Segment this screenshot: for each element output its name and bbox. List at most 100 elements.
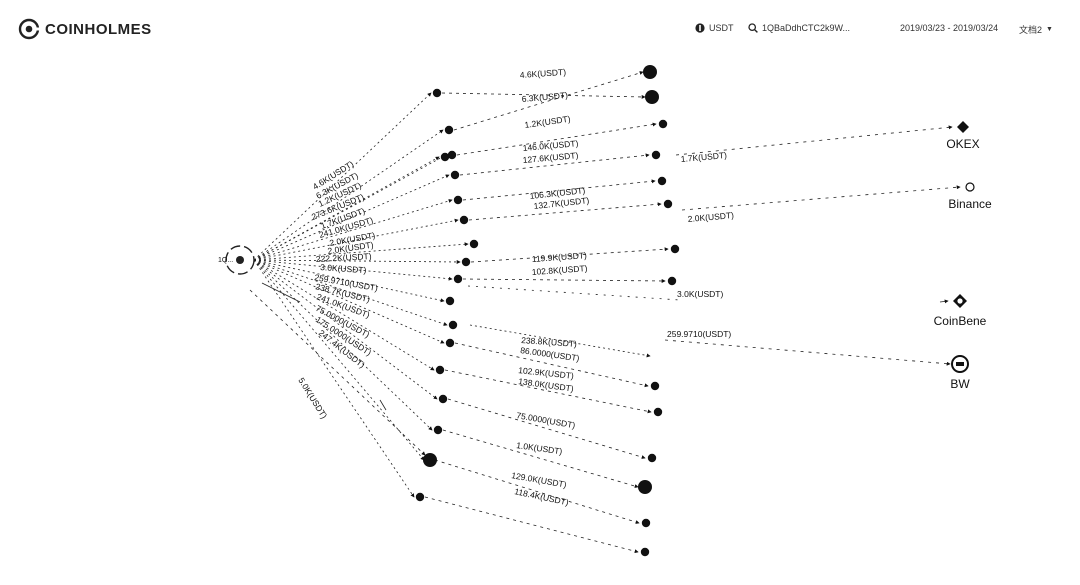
- exchange-label-binance[interactable]: Binance: [948, 197, 992, 211]
- edge-hop1-hop2: [469, 324, 651, 358]
- edge-source-hop1: [253, 259, 448, 326]
- edge-label-hop: 127.6K(USDT): [522, 150, 579, 165]
- edge-label-source: 3.0K(USDT): [320, 262, 367, 275]
- edge-source-hop1: [253, 259, 461, 264]
- hop2-address-node[interactable]: [650, 381, 660, 391]
- edge-label-hop: 146.0K(USDT): [522, 138, 579, 153]
- hop2-address-node[interactable]: [663, 199, 673, 209]
- hop2-address-node[interactable]: [658, 119, 668, 129]
- edge-hop1-hop2: [442, 429, 639, 488]
- hop1-address-node[interactable]: [433, 425, 443, 435]
- chevron-down-icon: ▼: [1046, 26, 1053, 33]
- edge-hop1-hop2: [454, 342, 649, 388]
- exchange-label-okex[interactable]: OKEX: [946, 137, 979, 151]
- edge-label-hop: 102.8K(USDT): [531, 263, 587, 277]
- edge-hop1-hop2: [434, 459, 640, 524]
- coinholmes-logo-icon: [18, 18, 40, 40]
- edge-to-coinbene: [939, 299, 949, 304]
- edge-source-hop1-long: [249, 289, 426, 456]
- edge-hop1-hop2: [470, 247, 669, 263]
- okex-logo-icon[interactable]: [957, 121, 969, 133]
- nodes-layer: [225, 65, 680, 557]
- search-icon: [748, 23, 758, 33]
- edge-source-hop1: [253, 259, 445, 303]
- labels-layer: 1Q...4.6K(USDT)6.3K(USDT)1.2K(USDT)273.6…: [218, 67, 734, 508]
- edge-label-hop: 238.8K(USDT): [521, 335, 577, 349]
- edge-source-hop1: [253, 259, 425, 461]
- edge-label-hop: 75.0000(USDT): [516, 410, 577, 430]
- date-range-picker[interactable]: 2019/03/23 - 2019/03/24: [900, 23, 998, 33]
- edge-source-hop1: [253, 92, 432, 261]
- currency-selector[interactable]: USDT: [695, 23, 734, 33]
- edge-label-hop: 4.6K(USDT): [519, 67, 566, 80]
- date-range-value: 2019/03/23 - 2019/03/24: [900, 23, 999, 33]
- edge-hop1-hop2: [424, 496, 639, 554]
- hop2-address-node[interactable]: [638, 480, 652, 494]
- edge-label-exchange: 2.0K(USDT): [687, 210, 734, 224]
- address-search[interactable]: 1QBaDdhCTC2k9W...: [748, 23, 850, 33]
- hop1-address-node[interactable]: [453, 274, 463, 284]
- hop1-address-node[interactable]: [444, 125, 454, 135]
- user-menu-label: 文档2: [1019, 25, 1043, 35]
- hop1-address-node[interactable]: [459, 215, 469, 225]
- edges-layer: [249, 71, 961, 554]
- hop1-address-node[interactable]: [435, 365, 445, 375]
- exchange-label-coinbene[interactable]: CoinBene: [934, 314, 987, 328]
- hop2-address-node[interactable]: [670, 244, 680, 254]
- hop2-address-node[interactable]: [645, 90, 659, 104]
- hop1-address-node[interactable]: [423, 453, 437, 467]
- hop1-address-node[interactable]: [432, 88, 442, 98]
- edge-label-exchange: 1.7K(USDT): [680, 150, 727, 164]
- hop2-address-node[interactable]: [640, 547, 650, 557]
- edge-source-hop1: [253, 259, 438, 400]
- exchanges-layer: OKEX Binance CoinBene BW: [934, 121, 992, 391]
- edge-source-hop1: [253, 129, 444, 261]
- edge-label-hop: 1.2K(USDT): [524, 114, 571, 130]
- exchange-label-bw[interactable]: BW: [950, 377, 970, 391]
- hop1-address-node[interactable]: [440, 152, 450, 162]
- hop1-address-node[interactable]: [415, 492, 425, 502]
- edge-hop1-hop2: [467, 285, 681, 301]
- hop1-address-node[interactable]: [453, 195, 463, 205]
- hop1-address-node[interactable]: [448, 320, 458, 330]
- edge-label-hop: 119.9K(USDT): [531, 250, 587, 264]
- edge-source-hop1: [253, 154, 447, 261]
- hop1-address-node[interactable]: [450, 170, 460, 180]
- currency-label: USDT: [709, 23, 734, 33]
- hop1-address-node[interactable]: [469, 239, 479, 249]
- edge-to-binance: [681, 185, 961, 211]
- currency-coin-icon: [695, 23, 705, 33]
- brand-logo[interactable]: COINHOLMES: [18, 18, 152, 40]
- coinbene-logo-center: [957, 298, 963, 304]
- edge-source-hop1: [253, 259, 453, 281]
- source-address-label: 1Q...: [218, 257, 233, 264]
- hop1-address-node[interactable]: [445, 296, 455, 306]
- user-menu[interactable]: 文档2 ▼: [1019, 23, 1053, 36]
- hop1-address-node[interactable]: [445, 338, 455, 348]
- edge-label-hop: 118.4K(USDT): [514, 486, 570, 507]
- hop2-address-node[interactable]: [651, 150, 661, 160]
- source-address-node[interactable]: [225, 245, 255, 275]
- hop2-address-node[interactable]: [657, 176, 667, 186]
- hop2-address-node[interactable]: [643, 65, 657, 79]
- hop2-address-node[interactable]: [641, 518, 651, 528]
- hop2-address-node[interactable]: [653, 407, 663, 417]
- bw-logo-mark: [956, 362, 964, 366]
- search-value: 1QBaDdhCTC2k9W...: [762, 23, 851, 33]
- hop2-address-node[interactable]: [667, 276, 677, 286]
- hop1-address-node[interactable]: [438, 394, 448, 404]
- edge-source-hop1-solid: [261, 282, 301, 303]
- edge-hop1-hop2: [453, 71, 644, 131]
- hop2-address-node[interactable]: [647, 453, 657, 463]
- edge-label-hop: 6.3K(USDT): [521, 90, 568, 104]
- edge-label-source: 5.0K(USDT): [296, 376, 329, 421]
- edge-hop1-hop2: [456, 122, 657, 156]
- hop1-address-node[interactable]: [447, 150, 457, 160]
- edge-label-exchange: 259.9710(USDT): [667, 329, 731, 339]
- top-bar: COINHOLMES USDT 1QBaDdhCTC2k9W... 2019/0…: [0, 0, 1080, 60]
- edge-to-bw: [664, 339, 951, 366]
- edge-source-hop1: [253, 242, 469, 261]
- hop1-address-node[interactable]: [461, 257, 471, 267]
- binance-logo-icon[interactable]: [965, 182, 975, 192]
